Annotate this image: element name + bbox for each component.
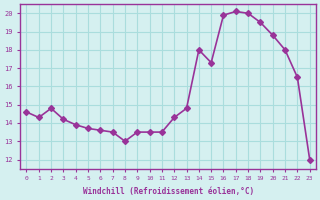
X-axis label: Windchill (Refroidissement éolien,°C): Windchill (Refroidissement éolien,°C) xyxy=(83,187,254,196)
